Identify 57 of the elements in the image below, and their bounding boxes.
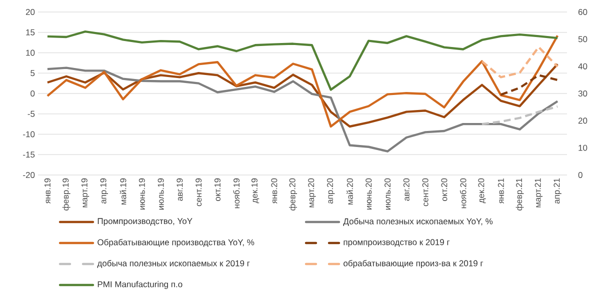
y2-tick-label: 60 <box>578 9 588 16</box>
y-tick-label: 10 <box>26 50 35 56</box>
x-tick-label: янв.20 <box>271 178 278 204</box>
y-tick-label: -10 <box>23 131 35 138</box>
legend-label: промпроизводство к 2019 г <box>344 239 450 247</box>
x-tick-label: март.19 <box>81 178 90 208</box>
x-tick-label: февр.21 <box>516 178 524 210</box>
x-tick-label: июль.19 <box>158 178 164 210</box>
line-series <box>46 30 559 91</box>
line-series <box>46 34 559 128</box>
x-tick-label: окт.19 <box>214 178 220 201</box>
x-tick-label: апр.19 <box>100 178 108 204</box>
y2-tick-label: 0 <box>578 172 582 178</box>
x-tick-label: май.19 <box>120 178 126 205</box>
y-tick-label: -15 <box>23 152 35 158</box>
x-tick-label: июнь.19 <box>138 178 145 210</box>
y2-tick-label: 10 <box>578 144 588 151</box>
y-tick-label: 0 <box>30 90 35 96</box>
y-tick-label: -20 <box>23 172 35 178</box>
legend-label: PMI Manufacturing п.о <box>98 281 182 289</box>
y2-tick-label: 20 <box>578 118 588 124</box>
x-tick-label: авг.19 <box>176 178 183 201</box>
x-tick-label: февр.20 <box>289 178 298 210</box>
legend-label: обрабатывающие произ-ва к 2019 г <box>344 260 484 268</box>
line-series <box>480 105 559 126</box>
line-series <box>480 46 559 78</box>
x-tick-label: март.21 <box>534 178 542 208</box>
y2-tick-label: 40 <box>578 63 588 70</box>
x-tick-label: февр.19 <box>62 178 70 210</box>
x-tick-label: апр.20 <box>327 178 335 204</box>
y-tick-label: 5 <box>30 70 35 76</box>
line-series <box>500 74 559 96</box>
x-tick-label: май.20 <box>346 178 353 205</box>
y2-tick-label: 30 <box>578 90 588 96</box>
line-series <box>46 63 559 128</box>
y-tick-label: 15 <box>26 29 35 36</box>
x-tick-label: авг.20 <box>403 178 410 201</box>
x-tick-label: сент.20 <box>422 178 428 206</box>
legend-label: Добыча полезных ископаемых YoY, % <box>343 218 493 226</box>
legend-label: добыча полезных ископаемых к 2019 г <box>97 260 250 268</box>
legend-label: Обрабатывающие производства YoY, % <box>98 238 254 247</box>
x-tick-label: июль.20 <box>384 178 391 210</box>
x-tick-label: янв.21 <box>498 178 504 204</box>
y-tick-label: -5 <box>28 110 35 117</box>
x-tick-label: сент.19 <box>196 178 202 206</box>
x-tick-label: нояб.19 <box>233 178 240 208</box>
y2-tick-label: 50 <box>578 36 588 42</box>
x-tick-label: нояб.20 <box>460 178 466 208</box>
y-tick-label: 20 <box>26 9 35 16</box>
x-tick-label: дек.20 <box>478 178 486 204</box>
legend-label: Промпроизводство, YoY <box>98 218 192 226</box>
x-tick-label: март.20 <box>308 178 316 208</box>
x-tick-label: апр.21 <box>554 178 562 204</box>
x-tick-label: июнь.20 <box>366 178 372 210</box>
x-tick-label: дек.19 <box>251 178 260 204</box>
x-tick-label: янв.19 <box>44 178 50 204</box>
x-tick-label: окт.20 <box>441 178 448 201</box>
